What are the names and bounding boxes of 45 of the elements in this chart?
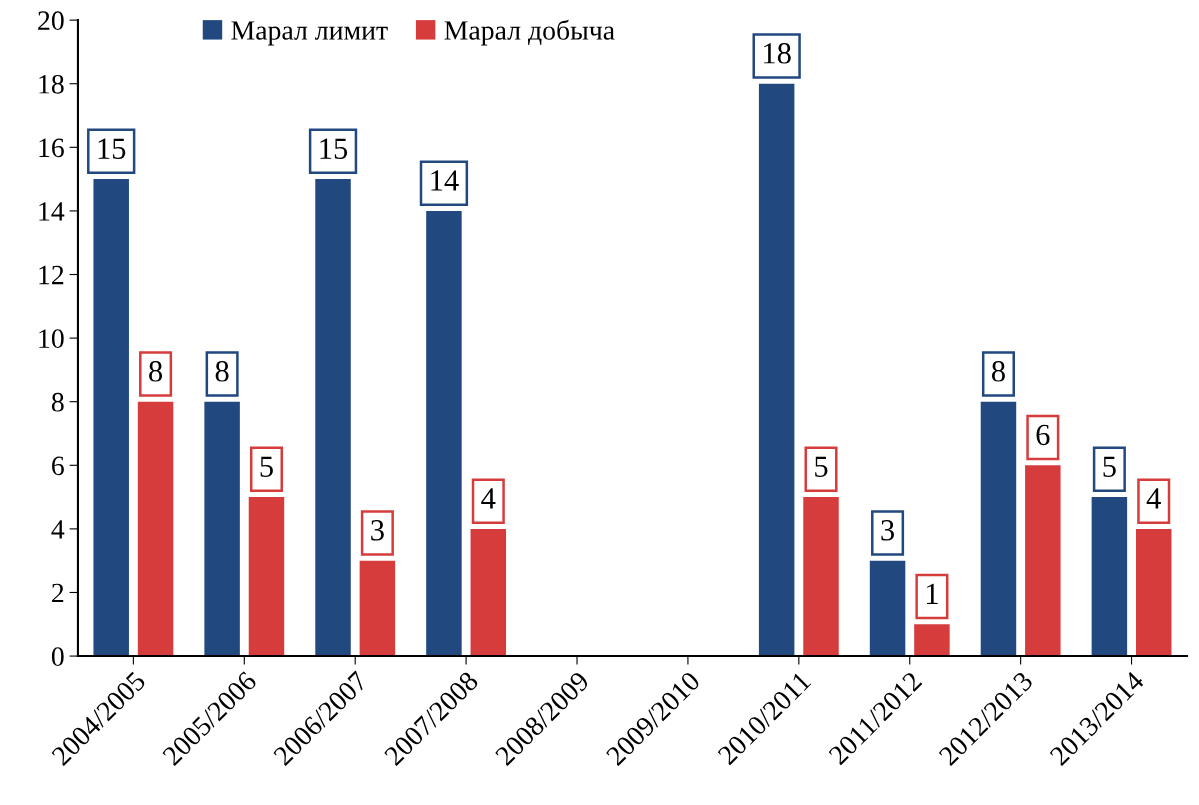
data-label: 4 — [481, 488, 496, 509]
data-label: 18 — [764, 43, 791, 64]
bar — [869, 560, 906, 657]
y-tick-label: 4 — [51, 520, 65, 539]
bar — [1091, 497, 1128, 657]
bar — [914, 624, 950, 657]
data-label: 5 — [815, 456, 828, 477]
data-label: 15 — [98, 138, 126, 160]
y-tick-label: 0 — [51, 647, 64, 666]
legend-label: Марал лимит — [231, 21, 388, 46]
y-tick-label: 8 — [51, 392, 64, 412]
y-tick-label: 12 — [39, 265, 64, 285]
bar — [1135, 528, 1172, 657]
y-tick-label: 20 — [38, 11, 64, 31]
bar — [980, 401, 1017, 657]
bar — [426, 210, 462, 657]
data-label: 4 — [1146, 488, 1161, 509]
bar — [1025, 465, 1061, 657]
bar — [248, 497, 285, 657]
data-label: 6 — [1036, 424, 1050, 446]
legend-label: Марал добыча — [444, 19, 615, 46]
data-label: 3 — [881, 520, 895, 541]
bar — [137, 401, 174, 657]
bar — [803, 497, 839, 657]
y-tick-label: 10 — [39, 329, 64, 349]
bar — [758, 83, 795, 657]
data-label: 14 — [431, 170, 459, 191]
bar — [93, 179, 129, 657]
y-tick-label: 2 — [52, 583, 64, 603]
data-label: 8 — [149, 360, 163, 382]
data-label: 5 — [260, 456, 273, 477]
y-tick-label: 16 — [39, 138, 64, 158]
data-label: 8 — [991, 360, 1005, 382]
bar — [315, 179, 351, 657]
data-label: 3 — [371, 520, 384, 541]
bar — [359, 560, 396, 657]
data-label: 1 — [926, 583, 938, 604]
data-label: 15 — [320, 138, 348, 160]
y-tick-label: 6 — [52, 456, 64, 476]
bar — [204, 401, 240, 657]
y-tick-label: 18 — [39, 74, 64, 94]
data-label: 5 — [1103, 456, 1116, 477]
data-label: 8 — [215, 360, 229, 382]
y-tick-label: 14 — [39, 202, 65, 221]
bar — [470, 528, 507, 657]
